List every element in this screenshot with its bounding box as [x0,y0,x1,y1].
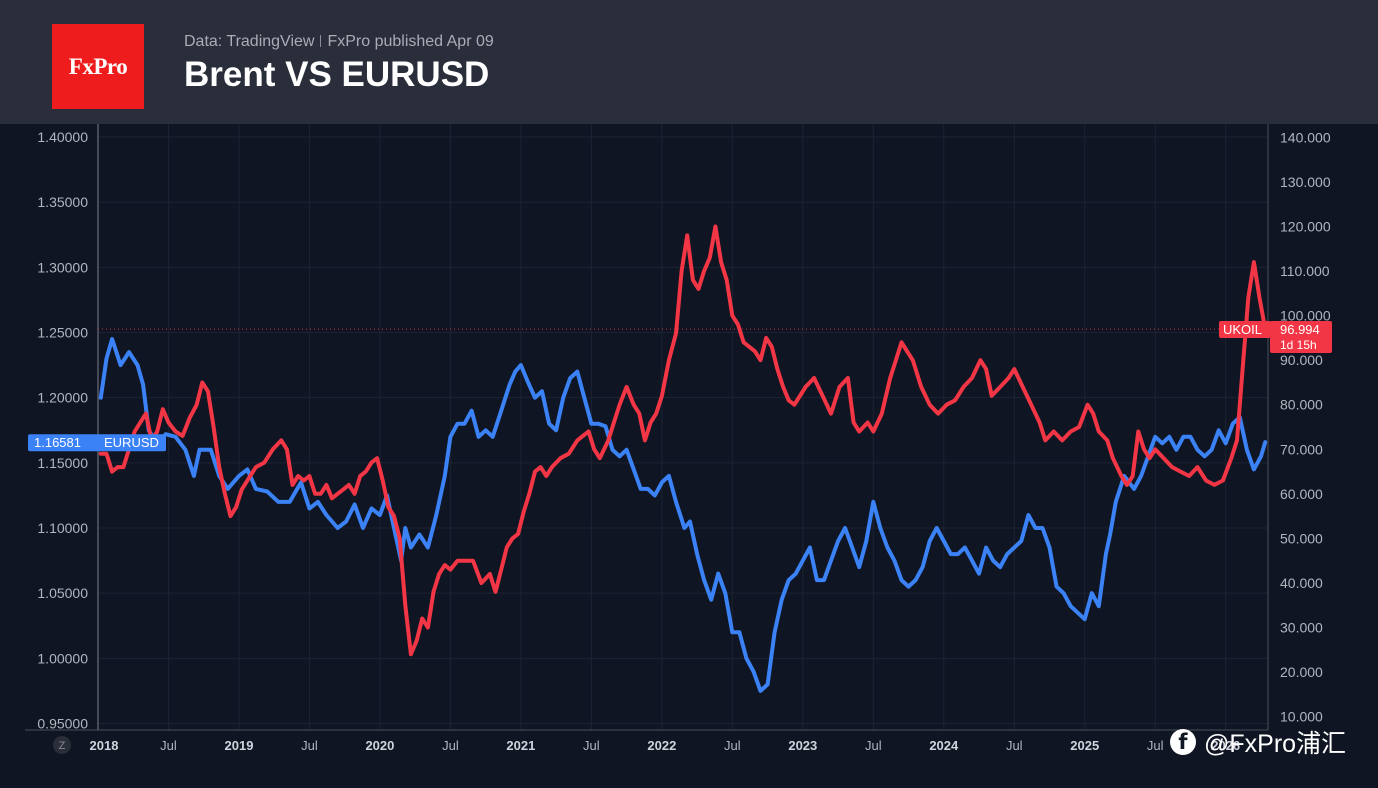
right-tick-label: 110.000 [1280,263,1330,279]
eurusd-value-badge [28,434,166,452]
x-tick-label: 2023 [788,738,817,753]
x-tick-label: Jul [583,738,600,753]
x-tick-label: 2020 [365,738,394,753]
x-tick-label: Jul [724,738,741,753]
right-tick-label: 40.000 [1280,575,1323,591]
x-tick-label: Jul [160,738,177,753]
x-tick-label: Jul [1147,738,1164,753]
zoom-marker-label: Z [59,740,66,752]
left-tick-label: 1.00000 [37,650,88,666]
x-tick-label: 2026 [1211,738,1240,753]
right-tick-label: 90.000 [1280,352,1323,368]
x-tick-label: Jul [301,738,318,753]
x-tick-label: 2022 [647,738,676,753]
zoom-marker-icon [53,736,71,754]
left-tick-label: 1.10000 [37,520,88,536]
eurusd-last-value: 1.16581 [34,435,81,450]
right-tick-label: 30.000 [1280,620,1323,636]
meta-separator [320,35,322,47]
right-tick-label: 70.000 [1280,441,1323,457]
x-tick-label: 2018 [90,738,119,753]
x-tick-label: Jul [1006,738,1023,753]
ukoil-name-badge [1219,320,1271,338]
right-tick-label: 10.000 [1280,709,1323,725]
watermark-text: @FxPro浦汇 [1204,730,1347,758]
ukoil-last-value: 96.994 [1280,322,1320,337]
right-tick-label: 100.000 [1280,308,1331,324]
ukoil-countdown: 1d 15h [1280,338,1317,352]
social-watermark: f @FxPro浦汇 [1170,724,1346,760]
ukoil-series-label: UKOIL [1223,322,1262,337]
x-tick-label: 2021 [506,738,535,753]
chart-meta: Data: TradingView FxPro published Apr 09 [184,33,494,51]
chart-title: Brent VS EURUSD [184,55,490,94]
fxpro-logo: FxPro [52,24,144,109]
left-tick-label: 1.30000 [37,259,88,275]
left-tick-label: 1.35000 [37,194,88,210]
x-tick-label: 2024 [929,738,959,753]
right-tick-label: 60.000 [1280,486,1323,502]
left-tick-label: 0.95000 [37,715,88,731]
header-bar: FxPro Data: TradingView FxPro published A… [0,0,1378,124]
facebook-icon: f [1170,729,1196,755]
right-tick-label: 50.000 [1280,530,1323,546]
right-tick-label: 130.000 [1280,174,1331,190]
chart-area[interactable]: 0.95000 1.00000 1.05000 1.10000 1.15000 1.200… [0,124,1378,788]
x-tick-label: Jul [865,738,882,753]
data-source: Data: TradingView [184,33,315,50]
ukoil-value-badge [1270,320,1332,353]
publish-info: FxPro published Apr 09 [327,33,494,50]
x-tick-label: 2019 [225,738,254,753]
eurusd-line [98,337,1268,693]
x-tick-label: 2025 [1070,738,1099,753]
right-tick-label: 120.000 [1280,218,1331,234]
left-tick-label: 1.40000 [37,129,88,145]
logo-text: FxPro [68,53,128,79]
right-tick-label: 20.000 [1280,664,1323,680]
left-tick-label: 1.15000 [37,455,88,471]
right-tick-label: 80.000 [1280,397,1323,413]
x-tick-label: Jul [442,738,459,753]
right-tick-label: 140.000 [1280,129,1331,145]
eurusd-series-label: EURUSD [104,435,159,450]
left-tick-label: 1.05000 [37,585,88,601]
left-tick-label: 1.25000 [37,325,88,341]
ukoil-line [98,224,1268,657]
left-tick-label: 1.20000 [37,390,88,406]
